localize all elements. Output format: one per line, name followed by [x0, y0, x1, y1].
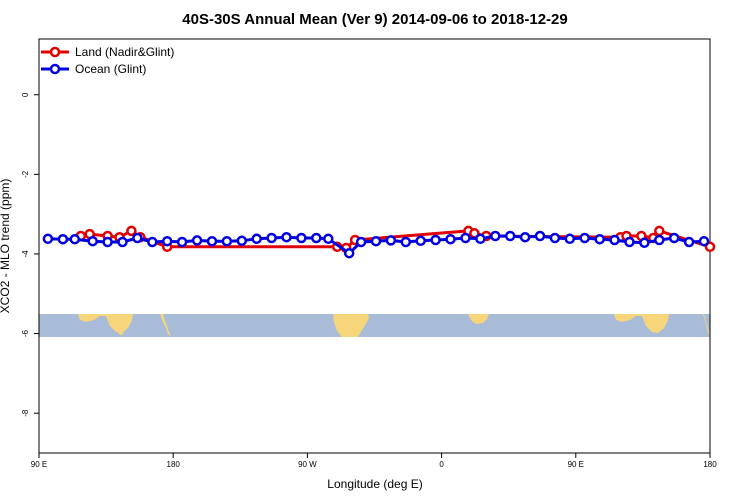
data-point — [69, 233, 81, 245]
data-point — [221, 235, 233, 247]
y-tick-label: -6 — [21, 329, 30, 337]
data-point — [609, 234, 620, 246]
data-point — [191, 235, 203, 246]
data-point — [132, 232, 143, 244]
data-point — [147, 236, 158, 248]
x-tick-label: 180 — [167, 460, 181, 469]
data-point — [266, 232, 277, 244]
legend-ocean-label: Ocean (Glint) — [75, 62, 146, 76]
y-tick-label: -4 — [21, 250, 30, 258]
data-point — [704, 241, 716, 253]
data-point — [415, 235, 426, 247]
data-point — [400, 236, 412, 248]
data-point — [654, 225, 665, 237]
map-strip-ocean — [39, 314, 710, 337]
data-point — [534, 230, 546, 242]
data-point — [206, 235, 218, 247]
series-layer — [42, 225, 716, 259]
data-point — [281, 231, 292, 243]
data-point — [654, 234, 665, 246]
x-tick-label: 180 — [703, 460, 717, 469]
data-point — [430, 234, 441, 246]
map-land-australia — [78, 314, 133, 333]
map-land-new-zealand-2 — [703, 314, 710, 337]
data-point — [639, 237, 650, 249]
legend-ocean-marker — [49, 63, 61, 75]
data-point — [343, 247, 355, 259]
legend-land-marker — [49, 46, 61, 58]
map-strip — [39, 314, 710, 337]
data-point — [176, 236, 188, 248]
data-point — [161, 235, 173, 247]
y-tick-label: 0 — [21, 92, 30, 97]
y-axis-label: XCO2 - MLO trend (ppm) — [0, 179, 12, 314]
data-point — [385, 235, 397, 246]
data-point — [296, 232, 307, 244]
data-point — [87, 235, 98, 247]
y-tick-label: -2 — [21, 170, 30, 178]
x-tick-label: 90 E — [31, 460, 47, 469]
x-tick-label: 90 E — [568, 460, 584, 469]
data-point — [475, 233, 486, 245]
map-land-tasmania — [118, 331, 124, 335]
data-point — [251, 233, 262, 245]
data-point — [504, 230, 516, 242]
data-point — [668, 232, 680, 244]
map-land-south-america — [333, 314, 369, 337]
data-point — [490, 230, 501, 242]
data-point — [594, 233, 605, 245]
data-point — [42, 233, 54, 245]
legend: Land (Nadir&Glint) Ocean (Glint) — [41, 45, 174, 76]
data-point — [683, 236, 695, 248]
data-point — [370, 235, 382, 247]
x-axis: 90 E 180 90 W 0 90 E 180 — [31, 453, 717, 469]
map-land-africa — [468, 314, 489, 324]
data-point — [445, 233, 456, 245]
data-point — [323, 233, 334, 245]
data-point — [624, 236, 635, 248]
data-point — [460, 232, 471, 244]
x-axis-label: Longitude (deg E) — [327, 477, 422, 491]
data-point — [355, 236, 367, 248]
y-tick-label: -8 — [21, 409, 30, 417]
data-point — [311, 232, 322, 244]
data-point — [57, 233, 69, 245]
data-point — [564, 233, 576, 245]
data-point — [236, 235, 248, 247]
chart-title: 40S-30S Annual Mean (Ver 9) 2014-09-06 t… — [182, 11, 567, 28]
y-axis: 0 -2 -4 -6 -8 — [21, 92, 39, 417]
legend-land-label: Land (Nadir&Glint) — [75, 45, 174, 59]
data-point — [698, 235, 710, 247]
data-point — [519, 231, 531, 243]
x-tick-label: 0 — [439, 460, 444, 469]
map-land-australia-2 — [614, 314, 669, 333]
map-land-new-zealand — [160, 314, 171, 337]
data-point — [126, 225, 137, 237]
data-point — [579, 232, 590, 244]
data-point — [549, 232, 561, 244]
series-ocean — [42, 230, 710, 259]
x-tick-label: 90 W — [298, 460, 317, 469]
data-point — [117, 236, 128, 248]
data-point — [102, 236, 113, 248]
